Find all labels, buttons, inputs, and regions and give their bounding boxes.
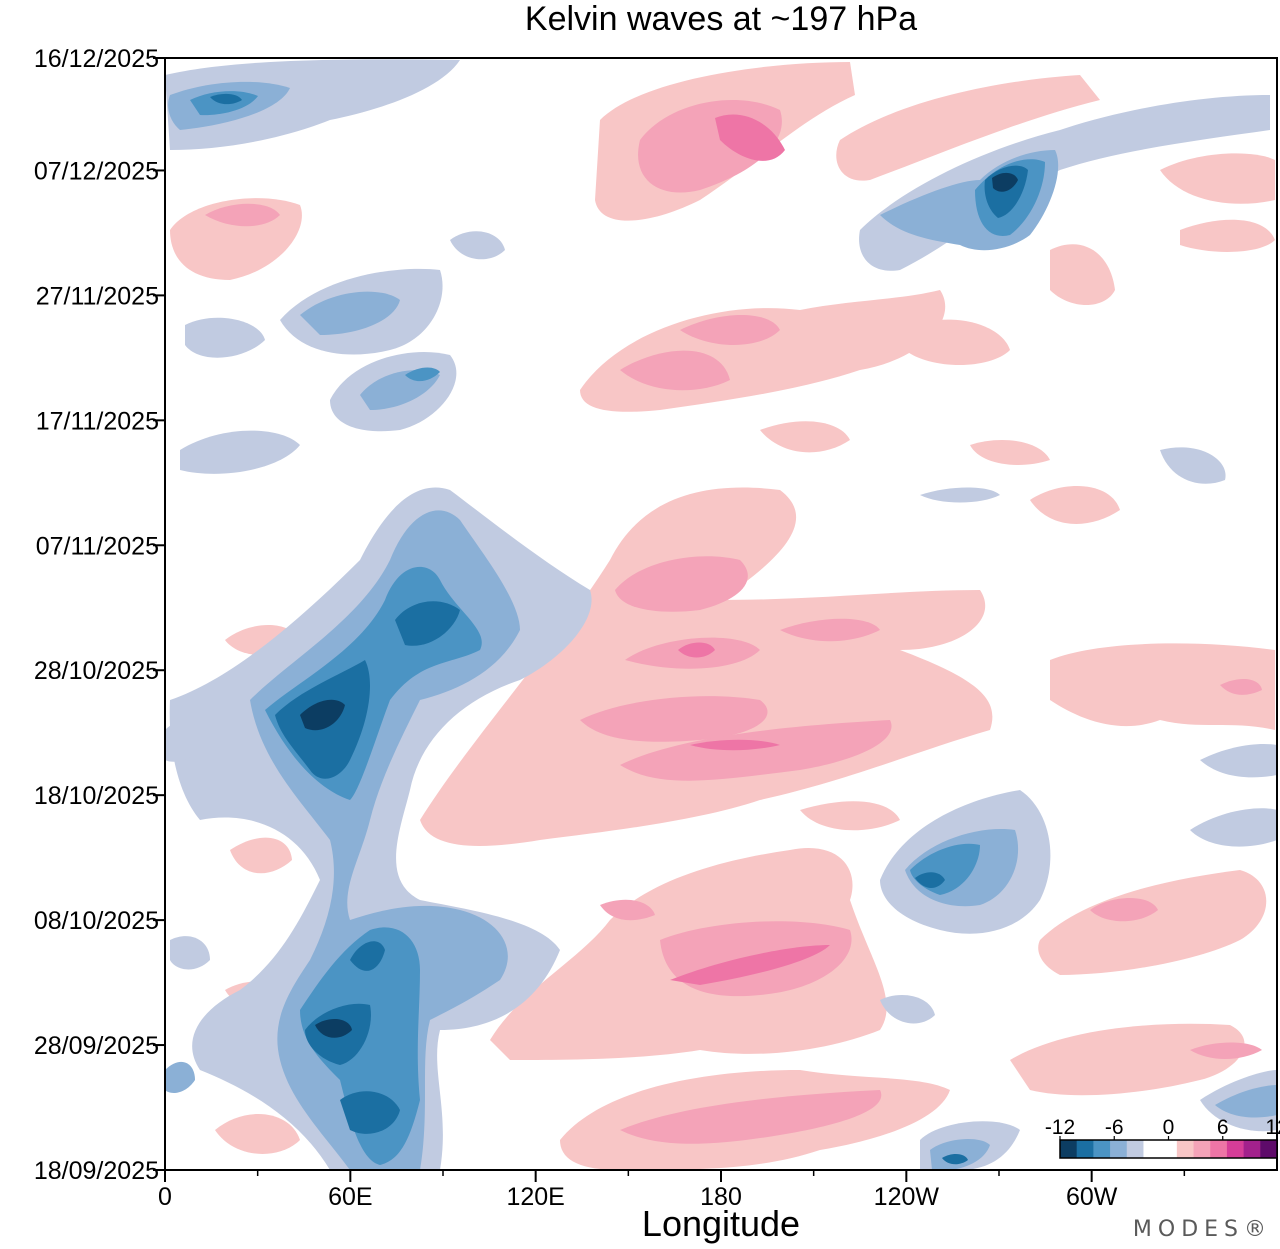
colorbar-swatch [1143, 1140, 1161, 1158]
positive-region [1010, 1023, 1245, 1096]
x-tick-label: 120W [874, 1183, 940, 1211]
negative-region [165, 721, 205, 762]
negative-region [1190, 808, 1277, 847]
positive-region [1050, 643, 1275, 730]
positive-region [1030, 486, 1120, 524]
negative-region [300, 699, 345, 731]
negative-region [315, 1018, 352, 1038]
positive-region [836, 75, 1100, 181]
positive-region [620, 1090, 882, 1144]
positive-region [1220, 678, 1262, 695]
colorbar-tick-label: 12 [1265, 1116, 1280, 1139]
negative-region [920, 487, 1000, 503]
positive-region [615, 556, 748, 612]
colorbar-swatch [1110, 1140, 1128, 1158]
colorbar-swatch [1060, 1140, 1078, 1158]
positive-region [580, 696, 768, 742]
colorbar-swatch [1126, 1140, 1144, 1158]
positive-region [1038, 870, 1267, 975]
colorbar-tick-label: -12 [1045, 1116, 1075, 1139]
positive-region [800, 801, 900, 831]
positive-region [620, 720, 892, 781]
x-tick-label: 120E [506, 1183, 564, 1211]
colorbar-swatch [1160, 1140, 1178, 1158]
negative-region [395, 601, 460, 646]
negative-region [942, 1154, 968, 1165]
colorbar-swatch [1210, 1140, 1228, 1158]
positive-region [670, 945, 830, 985]
y-tick-label: 18/10/2025 [34, 782, 159, 810]
negative-region [340, 1091, 400, 1134]
y-tick-label: 28/09/2025 [34, 1032, 159, 1060]
negative-region [405, 367, 440, 382]
positive-region [680, 315, 780, 345]
positive-region [620, 350, 730, 391]
negative-region [300, 291, 400, 335]
y-tick-label: 07/12/2025 [34, 157, 159, 185]
positive-region [905, 319, 1010, 365]
colorbar-tick-label: 6 [1217, 1116, 1229, 1139]
colorbar: -12 -6 0 6 12 [1045, 1116, 1280, 1159]
positive-region [690, 739, 780, 751]
negative-region [1215, 1085, 1277, 1118]
anomaly-field [165, 59, 1277, 1170]
negative-region [450, 231, 505, 260]
colorbar-swatch [1260, 1140, 1278, 1158]
negative-region [170, 936, 210, 970]
negative-region [185, 317, 265, 358]
colorbar-swatch [1193, 1140, 1211, 1158]
positive-region [230, 837, 292, 874]
positive-region [1160, 153, 1275, 204]
negative-region [880, 995, 935, 1024]
modes-logo: MODES® [1133, 1217, 1272, 1242]
positive-region [215, 1113, 300, 1154]
positive-region [1050, 244, 1115, 305]
y-tick-label: 18/09/2025 [34, 1157, 159, 1185]
x-tick-label: 60W [1066, 1183, 1118, 1211]
negative-region [992, 172, 1018, 192]
y-tick-label: 27/11/2025 [36, 282, 159, 310]
chart-title: Kelvin waves at ~197 hPa [525, 0, 917, 38]
positive-region [715, 114, 785, 161]
x-tick-label: 180 [700, 1183, 742, 1211]
y-tick-label: 28/10/2025 [34, 657, 159, 685]
x-axis-label: Longitude [642, 1203, 800, 1244]
positive-region [970, 440, 1050, 465]
colorbar-swatch [1226, 1140, 1245, 1158]
negative-region [915, 872, 945, 888]
negative-region [165, 1061, 195, 1093]
positive-region [678, 642, 715, 658]
x-axis: 0 60E 120E 180 120W 60W [158, 1170, 1186, 1211]
positive-region [1190, 1042, 1262, 1059]
negative-region [180, 430, 300, 474]
y-tick-label: 08/10/2025 [34, 907, 159, 935]
negative-region [1200, 743, 1277, 778]
y-tick-label: 07/11/2025 [36, 532, 159, 560]
positive-region [760, 421, 850, 453]
positive-region [600, 899, 655, 921]
positive-region [780, 618, 880, 642]
colorbar-swatch [1176, 1140, 1195, 1158]
y-tick-label: 17/11/2025 [36, 407, 159, 435]
colorbar-tick-label: 0 [1163, 1116, 1175, 1139]
colorbar-swatch [1076, 1140, 1094, 1158]
colorbar-tick-label: -6 [1105, 1116, 1124, 1139]
negative-region [210, 93, 242, 105]
y-tick-label: 16/12/2025 [34, 45, 159, 73]
colorbar-swatch [1093, 1140, 1111, 1158]
x-tick-label: 0 [158, 1183, 172, 1211]
negative-region [1160, 447, 1226, 484]
colorbar-swatch [1243, 1140, 1261, 1158]
x-tick-label: 60E [328, 1183, 372, 1211]
negative-region [350, 941, 385, 971]
y-axis: 18/09/2025 28/09/2025 08/10/2025 18/10/2025… [34, 45, 165, 1185]
positive-region [1180, 219, 1275, 252]
positive-region [205, 203, 280, 227]
positive-region [1090, 897, 1158, 922]
